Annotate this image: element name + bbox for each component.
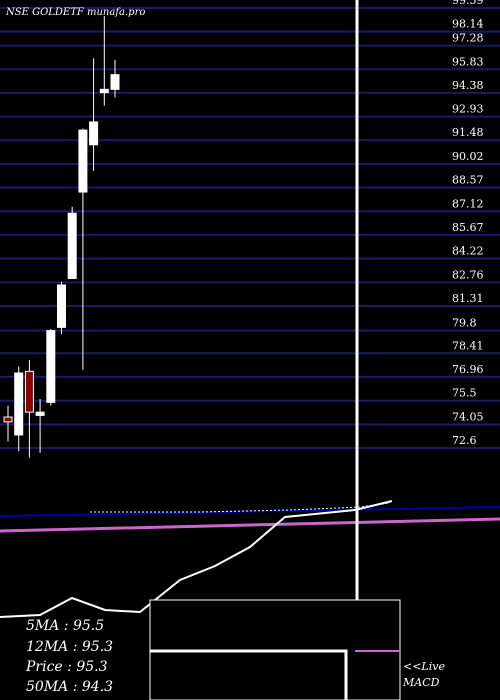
candle-body	[78, 129, 88, 193]
candle-body	[67, 212, 77, 279]
y-tick-label: 92.93	[452, 103, 484, 116]
y-tick-label: 87.12	[452, 197, 484, 210]
y-tick-label: 82.76	[452, 268, 484, 281]
macd-panel	[149, 599, 401, 700]
candle-body	[14, 372, 24, 436]
y-tick-label: 97.28	[452, 32, 484, 45]
y-tick-label: 88.57	[452, 174, 484, 187]
ma-stat-price: Price : 95.3	[25, 659, 108, 675]
y-tick-label: 84.22	[452, 245, 484, 258]
candle-body	[57, 284, 66, 328]
y-tick-label: 79.8	[452, 317, 477, 330]
y-tick-label: 85.67	[452, 221, 484, 234]
y-tick-label: 75.5	[452, 387, 477, 400]
macd-indicator-label: MACD	[402, 676, 440, 689]
y-tick-label: 98.14	[452, 18, 484, 31]
long-ma-line	[0, 517, 500, 533]
y-tick-label: 81.31	[452, 292, 484, 305]
y-tick-label: 76.96	[452, 363, 484, 376]
candle-body	[46, 330, 56, 403]
candle-body	[35, 411, 45, 416]
y-tick-label: 94.38	[452, 79, 484, 92]
short-ma-line	[0, 506, 500, 517]
chart-title: NSE GOLDETF munafa.pro	[5, 7, 145, 18]
y-tick-label: 74.05	[452, 410, 484, 423]
price-trend-line	[0, 500, 393, 618]
live-indicator-label: <<Live	[403, 660, 445, 673]
ma-stat-5ma: 5MA : 95.5	[26, 618, 104, 634]
candlestick-series	[3, 15, 120, 458]
candle-body	[24, 370, 34, 413]
y-tick-label: 95.83	[452, 55, 484, 68]
y-tick-label: 99.59	[452, 0, 484, 7]
moving-average-stats: 5MA : 95.5 12MA : 95.3 Price : 95.3 50MA…	[25, 618, 113, 695]
candle-body	[3, 416, 13, 423]
y-tick-label: 90.02	[452, 150, 484, 163]
candle-body	[89, 121, 99, 146]
macd-line	[150, 649, 348, 700]
candle-body	[110, 74, 120, 90]
y-tick-label: 72.6	[452, 434, 477, 447]
ma-stat-12ma: 12MA : 95.3	[26, 639, 113, 655]
y-tick-label: 78.41	[452, 339, 484, 352]
y-tick-label: 91.48	[452, 126, 484, 139]
ma-stat-50ma: 50MA : 94.3	[26, 679, 113, 695]
candle-body	[99, 88, 109, 94]
